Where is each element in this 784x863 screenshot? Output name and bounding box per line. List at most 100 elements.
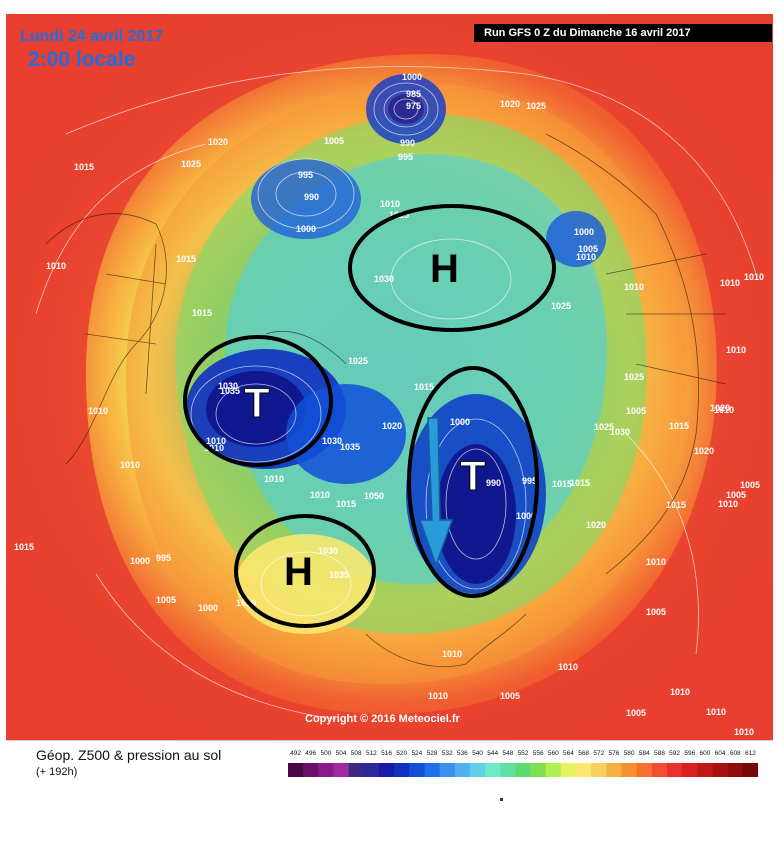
flow-arrow — [418, 417, 454, 568]
pressure-label: 1015 — [176, 254, 196, 264]
scale-swatch — [500, 763, 516, 777]
scale-swatch — [576, 763, 592, 777]
pressure-label: 1005 — [156, 595, 176, 605]
pressure-label: 1025 — [551, 301, 571, 311]
scale-swatch — [333, 763, 350, 777]
system-letter-high: H — [284, 550, 313, 594]
pressure-label: 1005 — [578, 244, 598, 254]
pressure-label: 1010 — [236, 598, 256, 608]
system-letter-low: T — [244, 379, 270, 426]
pressure-label: 1010 — [204, 443, 224, 453]
pressure-label: 1030 — [318, 546, 338, 556]
pressure-label: 1010 — [442, 649, 462, 659]
pressure-label: 1010 — [310, 490, 330, 500]
pressure-label: 990 — [400, 138, 415, 148]
scale-swatch — [667, 763, 683, 777]
scale-tick-label: 492 — [290, 750, 301, 757]
system-letter-low: T — [460, 452, 486, 499]
pressure-label: 995 — [522, 476, 537, 486]
scale-swatch — [591, 763, 607, 777]
pressure-label: 1010 — [576, 252, 596, 262]
scale-swatch — [545, 763, 562, 777]
system-letter-high: H — [430, 247, 459, 291]
scale-swatch — [651, 763, 668, 777]
pressure-label: 1010 — [264, 474, 284, 484]
scale-tick-label: 608 — [730, 750, 741, 757]
scale-tick-label: 552 — [518, 750, 529, 757]
weather-map — [6, 14, 773, 740]
pressure-label: 1025 — [181, 159, 201, 169]
pressure-label: 1020 — [710, 403, 730, 413]
scale-tick-label: 528 — [427, 750, 438, 757]
pressure-label: 990 — [304, 192, 319, 202]
pressure-label: 975 — [406, 101, 421, 111]
pressure-label: 1035 — [220, 386, 240, 396]
scale-tick-label: 520 — [396, 750, 407, 757]
scale-tick-label: 584 — [639, 750, 650, 757]
pressure-label: 1010 — [206, 436, 226, 446]
scale-swatch — [348, 763, 365, 777]
pressure-label: 1010 — [380, 199, 400, 209]
pressure-label: 1010 — [646, 557, 666, 567]
pressure-label: 995 — [398, 152, 413, 162]
scale-swatch — [560, 763, 577, 777]
pressure-label: 1015 — [336, 499, 356, 509]
scale-swatch — [606, 763, 623, 777]
legend-panel: Géop. Z500 & pression au sol (+ 192h) 49… — [6, 740, 773, 799]
scale-tick-label: 536 — [457, 750, 468, 757]
scale-swatch — [621, 763, 638, 777]
pressure-label: 1010 — [744, 272, 764, 282]
pressure-label: 1010 — [46, 261, 66, 271]
scale-swatch — [712, 763, 729, 777]
pressure-label: 1000 — [402, 72, 422, 82]
pressure-label: 1010 — [88, 406, 108, 416]
scale-tick-label: 612 — [745, 750, 756, 757]
pressure-label: 1030 — [374, 274, 394, 284]
scale-tick-label: 596 — [684, 750, 695, 757]
pressure-label: 995 — [156, 553, 171, 563]
pressure-label: 1025 — [594, 422, 614, 432]
pressure-label: 1010 — [558, 662, 578, 672]
scale-swatch — [303, 763, 319, 777]
pressure-label: 1000 — [516, 511, 536, 521]
high-pressure-circle — [348, 204, 556, 332]
pressure-label: 1005 — [626, 708, 646, 718]
forecast-time: 2:00 locale — [28, 48, 136, 71]
pressure-label: 995 — [298, 170, 313, 180]
scale-swatch — [697, 763, 714, 777]
pressure-label: 1005 — [726, 490, 746, 500]
scale-swatch — [394, 763, 410, 777]
scale-swatch — [682, 763, 698, 777]
scale-tick-label: 532 — [442, 750, 453, 757]
pressure-label: 1025 — [624, 372, 644, 382]
scale-tick-label: 500 — [320, 750, 331, 757]
scale-swatch — [454, 763, 471, 777]
scale-tick-label: 516 — [381, 750, 392, 757]
pressure-label: 1010 — [428, 691, 448, 701]
scale-swatch — [530, 763, 547, 777]
pressure-label: 1005 — [500, 691, 520, 701]
pressure-label: 1020 — [694, 446, 714, 456]
scale-tick-label: 604 — [715, 750, 726, 757]
scale-tick-label: 556 — [533, 750, 544, 757]
pressure-label: 1010 — [714, 405, 734, 415]
scale-tick-label: 560 — [548, 750, 559, 757]
pressure-label: 1000 — [450, 417, 470, 427]
pressure-label: 1020 — [586, 520, 606, 530]
marker-dot — [500, 798, 503, 801]
scale-swatch — [288, 763, 304, 777]
copyright-text: Copyright © 2016 Meteociel.fr — [305, 713, 460, 725]
pressure-label: 1000 — [130, 556, 150, 566]
scale-tick-label: 576 — [609, 750, 620, 757]
pressure-label: 1050 — [364, 491, 384, 501]
pressure-label: 1010 — [670, 687, 690, 697]
scale-tick-label: 564 — [563, 750, 574, 757]
pressure-label: 1035 — [340, 442, 360, 452]
scale-swatch — [439, 763, 456, 777]
pressure-label: 1005 — [740, 480, 760, 490]
scale-tick-label: 504 — [336, 750, 347, 757]
pressure-label: 1030 — [610, 427, 630, 437]
pressure-label: 1010 — [720, 278, 740, 288]
scale-swatch — [485, 763, 501, 777]
scale-tick-label: 524 — [411, 750, 422, 757]
